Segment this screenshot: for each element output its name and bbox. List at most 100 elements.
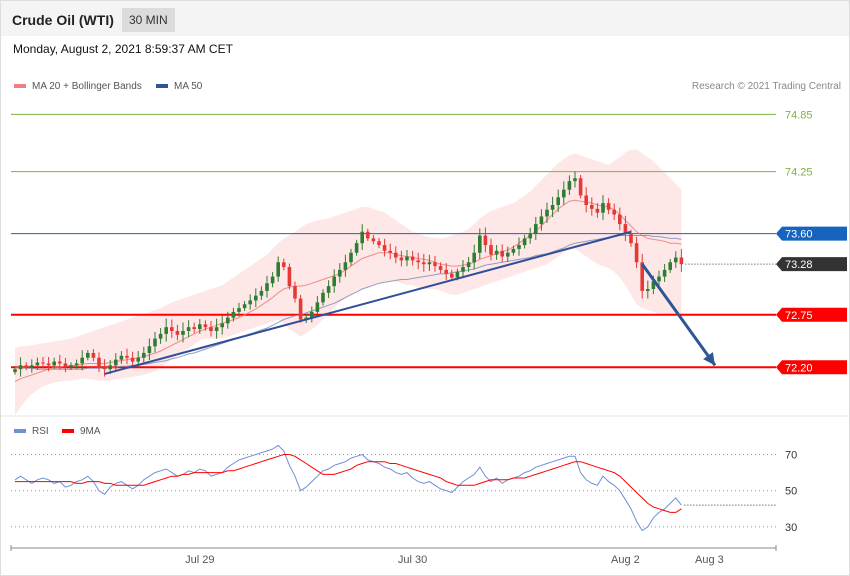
level-tag-72.20 bbox=[776, 360, 847, 375]
x-tick-label: Jul 29 bbox=[185, 554, 214, 566]
candle-body bbox=[601, 203, 605, 213]
candle-body bbox=[354, 243, 359, 253]
candle-body bbox=[360, 231, 364, 244]
candle-body bbox=[209, 327, 213, 331]
candle-body bbox=[282, 262, 286, 268]
candle-body bbox=[366, 231, 370, 239]
timeframe-badge[interactable]: 30 MIN bbox=[122, 8, 175, 32]
x-tick-label: Aug 3 bbox=[695, 554, 724, 566]
candle-body bbox=[522, 238, 527, 246]
candle-body bbox=[478, 235, 482, 253]
candle-body bbox=[500, 250, 504, 257]
rsi9-swatch bbox=[62, 429, 74, 434]
candle-body bbox=[13, 369, 17, 373]
candle-body bbox=[573, 178, 577, 182]
candle-body bbox=[41, 362, 45, 364]
candle-body bbox=[58, 361, 62, 364]
candle-body bbox=[595, 208, 600, 213]
candle-body bbox=[175, 331, 180, 335]
candle-body bbox=[438, 266, 443, 270]
chart-header: Crude Oil (WTI) 30 MIN bbox=[1, 1, 849, 36]
candle-body bbox=[377, 241, 381, 246]
datetime-label: Monday, August 2, 2021 8:59:37 AM CET bbox=[13, 42, 233, 56]
candle-body bbox=[242, 304, 247, 309]
level-tag-73.28 bbox=[776, 257, 847, 272]
candle-body bbox=[226, 317, 230, 324]
candle-body bbox=[142, 352, 146, 358]
candle-body bbox=[651, 281, 656, 289]
candle-body bbox=[214, 327, 219, 331]
candle-body bbox=[349, 252, 353, 263]
candle-body bbox=[646, 289, 650, 291]
candle-body bbox=[584, 195, 588, 205]
rsi-tick-30: 30 bbox=[785, 522, 797, 534]
candle-body bbox=[545, 209, 549, 217]
candle-body bbox=[276, 262, 280, 277]
candle-body bbox=[287, 267, 292, 287]
forecast-arrow-shaft bbox=[640, 263, 717, 367]
candle-body bbox=[567, 181, 572, 190]
candle-body bbox=[674, 257, 678, 263]
candle-body bbox=[590, 205, 594, 209]
candle-body bbox=[35, 362, 40, 366]
candle-body bbox=[466, 262, 471, 268]
candle-body bbox=[332, 276, 336, 287]
candle-body bbox=[416, 260, 420, 263]
candle-body bbox=[394, 252, 398, 258]
candle-body bbox=[130, 357, 135, 362]
candle-body bbox=[91, 352, 96, 358]
candle-body bbox=[147, 346, 152, 353]
candle-body bbox=[254, 295, 258, 301]
candle-body bbox=[528, 233, 532, 239]
candle-body bbox=[315, 302, 320, 312]
forecast-arrow-head bbox=[703, 352, 715, 366]
candle-body bbox=[192, 327, 196, 330]
candle-body bbox=[606, 203, 611, 210]
candle-body bbox=[679, 257, 684, 265]
candle-body bbox=[125, 355, 129, 358]
trendline bbox=[104, 230, 632, 375]
candle-body bbox=[338, 269, 342, 277]
candle-body bbox=[455, 271, 460, 278]
candle-body bbox=[405, 256, 409, 261]
instrument-title: Crude Oil (WTI) bbox=[12, 12, 114, 28]
ma20-swatch bbox=[14, 84, 26, 89]
legend-rsi-label: RSI bbox=[32, 426, 49, 437]
candle-body bbox=[422, 262, 426, 265]
candle-body bbox=[506, 252, 510, 257]
credit-label: Research © 2021 Trading Central bbox=[691, 81, 841, 92]
candle-body bbox=[562, 189, 566, 198]
rsi-swatch bbox=[14, 429, 26, 434]
candle-body bbox=[293, 286, 297, 299]
candle-body bbox=[634, 243, 639, 263]
legend-rsi: RSI bbox=[14, 426, 49, 437]
candle-body bbox=[80, 357, 84, 364]
candle-body bbox=[298, 298, 303, 320]
candle-body bbox=[259, 290, 264, 296]
candle-body bbox=[108, 365, 112, 370]
candle-body bbox=[612, 209, 616, 215]
candle-body bbox=[248, 300, 252, 305]
candle-body bbox=[18, 365, 23, 370]
candle-body bbox=[444, 269, 448, 274]
candle-body bbox=[550, 205, 555, 210]
legend-ma50: MA 50 bbox=[156, 81, 202, 92]
candle-body bbox=[69, 365, 73, 368]
legend-ma20: MA 20 + Bollinger Bands bbox=[14, 81, 142, 92]
candle-body bbox=[86, 352, 90, 358]
legend-rsi9-label: 9MA bbox=[80, 426, 101, 437]
rsi-tick-50: 50 bbox=[785, 486, 797, 498]
candle-body bbox=[461, 267, 465, 272]
candle-body bbox=[63, 363, 68, 368]
candle-body bbox=[399, 257, 404, 261]
candle-body bbox=[629, 233, 633, 244]
level-label-72.20: 72.20 bbox=[785, 362, 813, 374]
candle-body bbox=[662, 269, 667, 277]
legend-ma20-label: MA 20 + Bollinger Bands bbox=[32, 81, 142, 92]
candle-body bbox=[427, 262, 432, 265]
ma50-line bbox=[15, 235, 682, 370]
candle-body bbox=[203, 324, 208, 328]
candle-body bbox=[153, 338, 157, 347]
ma20-line bbox=[14, 199, 682, 383]
